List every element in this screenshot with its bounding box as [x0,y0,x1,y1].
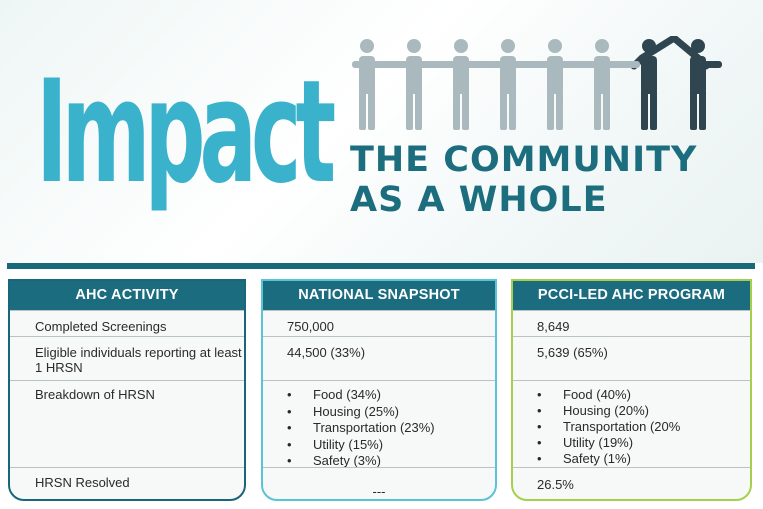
national-breakdown: Food (34%) Housing (25%) Transportation … [263,380,495,470]
person-leg [603,90,610,130]
headline-line-1: THE COMMUNITY [350,140,698,180]
pcci-breakdown: Food (40%) Housing (20%) Transportation … [513,380,750,467]
person-leg [509,90,516,130]
person-head [501,39,515,53]
arm-chain [352,61,634,68]
divider-bar [7,263,755,269]
list-item: Utility (19%) [537,435,750,451]
held-hand [610,61,640,68]
people-holding-hands-icon [352,36,722,130]
list-item: Housing (25%) [287,404,495,421]
row-label-eligible: Eligible individuals reporting at least … [10,336,244,380]
house-roof-arms-icon [630,36,710,70]
national-eligible-value: 44,500 (33%) [263,336,495,380]
list-item: Transportation (23%) [287,420,495,437]
pcci-program-card: PCCI-LED AHC PROGRAM 8,649 5,639 (65%) F… [511,279,752,501]
person-leg [594,90,601,130]
row-label-resolved: HRSN Resolved [10,467,244,499]
community-headline: THE COMMUNITY AS A WHOLE [350,140,697,220]
person-leg [462,90,469,130]
person-leg [699,90,706,130]
national-snapshot-header: NATIONAL SNAPSHOT [263,281,495,310]
person-leg [359,90,366,130]
person-head [691,39,705,53]
person-torso [594,56,610,94]
person-head [454,39,468,53]
impact-title: Impact [36,50,336,215]
person-leg [547,90,554,130]
person-leg [650,90,657,130]
person-torso [641,56,657,94]
headline-line-2: AS A WHOLE [350,180,608,220]
person-head [360,39,374,53]
person-leg [406,90,413,130]
person-head [595,39,609,53]
list-item: Transportation (20% [537,419,750,435]
person-head [548,39,562,53]
row-label-screenings: Completed Screenings [10,310,244,336]
pcci-screenings-value: 8,649 [513,310,750,336]
national-resolved-value: --- [263,467,495,499]
person-torso [500,56,516,94]
person-leg [415,90,422,130]
person-leg [641,90,648,130]
list-item: Utility (15%) [287,437,495,454]
list-item: Safety (1%) [537,451,750,467]
ahc-activity-header: AHC ACTIVITY [10,281,244,310]
person-leg [368,90,375,130]
person-leg [500,90,507,130]
person-torso [547,56,563,94]
row-label-breakdown: Breakdown of HRSN [10,380,244,467]
list-item: Safety (3%) [287,453,495,470]
person-leg [690,90,697,130]
list-item: Food (40%) [537,387,750,403]
national-snapshot-card: NATIONAL SNAPSHOT 750,000 44,500 (33%) F… [261,279,497,501]
person-torso [359,56,375,94]
national-screenings-value: 750,000 [263,310,495,336]
pcci-program-header: PCCI-LED AHC PROGRAM [513,281,750,310]
ahc-activity-card: AHC ACTIVITY Completed Screenings Eligib… [8,279,246,501]
list-item: Housing (20%) [537,403,750,419]
person-torso [406,56,422,94]
hero-banner: Impact THE COMMUNITY AS A WHOLE [0,0,763,263]
list-item: Food (34%) [287,387,495,404]
person-torso [453,56,469,94]
person-leg [556,90,563,130]
pcci-eligible-value: 5,639 (65%) [513,336,750,380]
person-leg [453,90,460,130]
outer-arm [704,61,722,68]
pcci-resolved-value: 26.5% [513,467,750,499]
person-head [407,39,421,53]
